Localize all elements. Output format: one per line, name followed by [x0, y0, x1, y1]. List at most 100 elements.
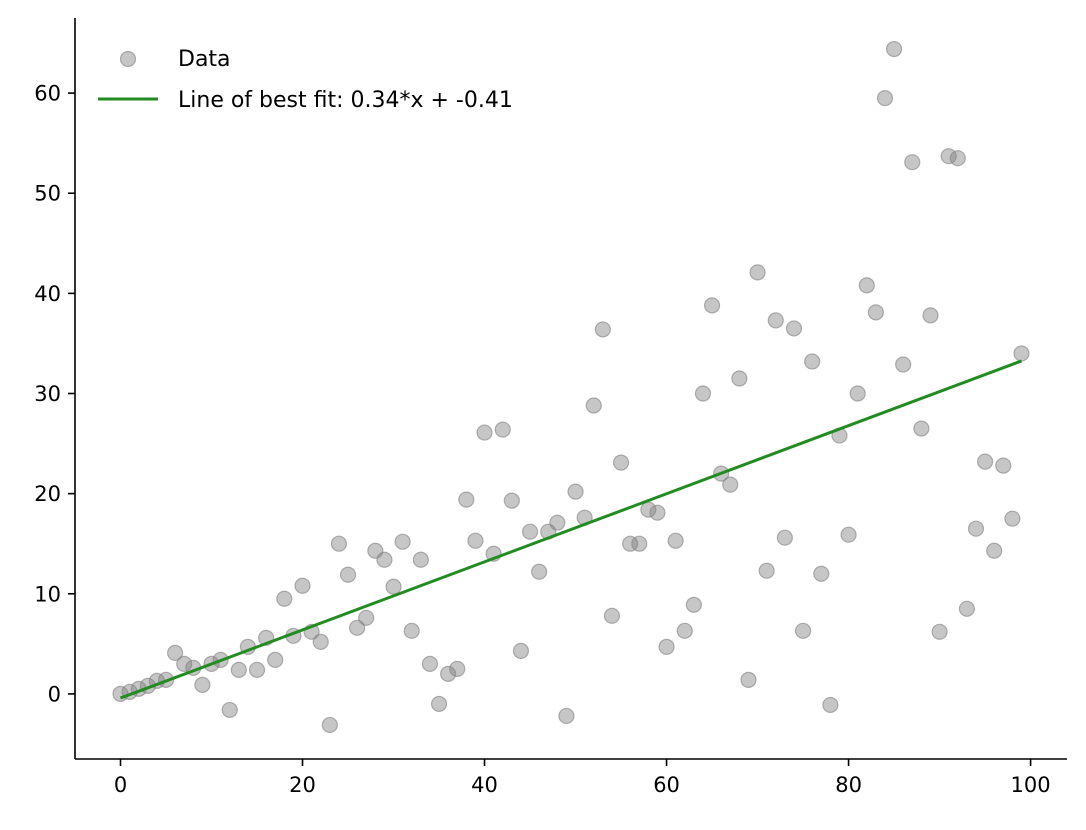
- data-point: [294, 577, 311, 594]
- data-point: [339, 566, 357, 583]
- data-point: [603, 607, 621, 624]
- y-tick-label: 20: [34, 482, 61, 506]
- data-point: [676, 622, 693, 639]
- data-point: [804, 353, 821, 370]
- data-point: [1004, 510, 1021, 527]
- data-point: [813, 565, 830, 582]
- data-point: [612, 454, 630, 471]
- data-point: [694, 385, 712, 402]
- y-tick-label: 30: [34, 382, 61, 406]
- data-point: [731, 370, 748, 387]
- data-point: [403, 622, 420, 639]
- data-point: [458, 491, 475, 508]
- legend-data-marker: [119, 50, 137, 68]
- data-point: [885, 40, 903, 58]
- x-tick-label: 40: [471, 773, 498, 797]
- data-point: [858, 277, 875, 294]
- data-point: [849, 385, 866, 402]
- data-point: [567, 483, 584, 500]
- data-point: [895, 356, 912, 373]
- data-point: [785, 320, 803, 337]
- data-point: [995, 457, 1012, 474]
- data-point: [312, 633, 329, 650]
- data-point: [986, 542, 1003, 559]
- x-tick-label: 80: [835, 773, 862, 797]
- legend-label-data: Data: [178, 47, 231, 72]
- data-point: [749, 264, 766, 281]
- data-point: [349, 619, 366, 636]
- data-point: [430, 695, 448, 713]
- data-point: [385, 578, 402, 595]
- data-point: [794, 622, 812, 639]
- x-tick-label: 60: [653, 773, 680, 797]
- x-tick-label: 0: [114, 773, 127, 797]
- data-point: [758, 562, 775, 579]
- data-point: [494, 421, 511, 438]
- data-point: [667, 532, 684, 549]
- data-point: [922, 307, 939, 324]
- data-point: [1013, 345, 1030, 362]
- data-point: [913, 420, 930, 437]
- data-point: [658, 638, 675, 655]
- data-point: [585, 397, 602, 414]
- data-point: [167, 644, 184, 661]
- legend-label-best-fit: Line of best fit: 0.34*x + -0.41: [178, 88, 513, 113]
- data-point: [649, 504, 666, 521]
- data-point: [549, 514, 566, 531]
- data-point: [931, 623, 948, 640]
- data-point: [221, 701, 238, 719]
- tick-marks-and-labels: 0 20 40 60 80 100 0 10 20 30 40 50 60: [34, 82, 1050, 797]
- data-point: [685, 596, 702, 613]
- data-point: [822, 696, 839, 714]
- data-point: [512, 642, 530, 659]
- data-point: [267, 651, 284, 668]
- x-tick-label: 20: [289, 773, 316, 797]
- data-point: [503, 492, 520, 509]
- data-point: [194, 676, 211, 694]
- data-point: [640, 501, 657, 518]
- data-point: [867, 304, 884, 321]
- x-tick-label: 100: [1011, 773, 1051, 797]
- data-point: [776, 529, 793, 546]
- data-point: [521, 523, 539, 540]
- y-tick-label: 50: [34, 182, 61, 206]
- data-point: [531, 563, 548, 580]
- data-point: [376, 551, 393, 568]
- data-point: [631, 535, 648, 552]
- data-point: [449, 660, 466, 677]
- data-point: [321, 716, 338, 734]
- data-point: [767, 312, 784, 329]
- data-point: [412, 551, 429, 568]
- data-point: [248, 661, 266, 678]
- data-point: [949, 150, 966, 167]
- data-point: [476, 424, 493, 441]
- data-point: [976, 453, 994, 470]
- y-tick-label: 60: [34, 82, 61, 106]
- data-point: [358, 609, 375, 626]
- data-point: [467, 532, 484, 549]
- data-point: [330, 535, 348, 552]
- data-point: [876, 90, 894, 107]
- data-point: [622, 535, 639, 552]
- data-points: [112, 40, 1030, 734]
- data-point: [840, 526, 857, 543]
- data-point: [176, 655, 193, 672]
- y-tick-label: 10: [34, 582, 61, 606]
- data-point: [958, 600, 975, 617]
- data-point: [558, 707, 575, 725]
- data-point: [394, 533, 411, 550]
- data-point: [421, 655, 439, 672]
- data-point: [230, 661, 247, 678]
- y-tick-label: 0: [48, 682, 61, 706]
- y-tick-label: 40: [34, 282, 61, 306]
- data-point: [722, 476, 739, 493]
- best-fit-line-layer: [119, 359, 1023, 700]
- data-point: [740, 671, 757, 688]
- data-point: [594, 321, 611, 338]
- best-fit-line: [119, 359, 1023, 700]
- data-point: [904, 154, 921, 171]
- data-point: [967, 520, 985, 537]
- data-point: [276, 590, 293, 607]
